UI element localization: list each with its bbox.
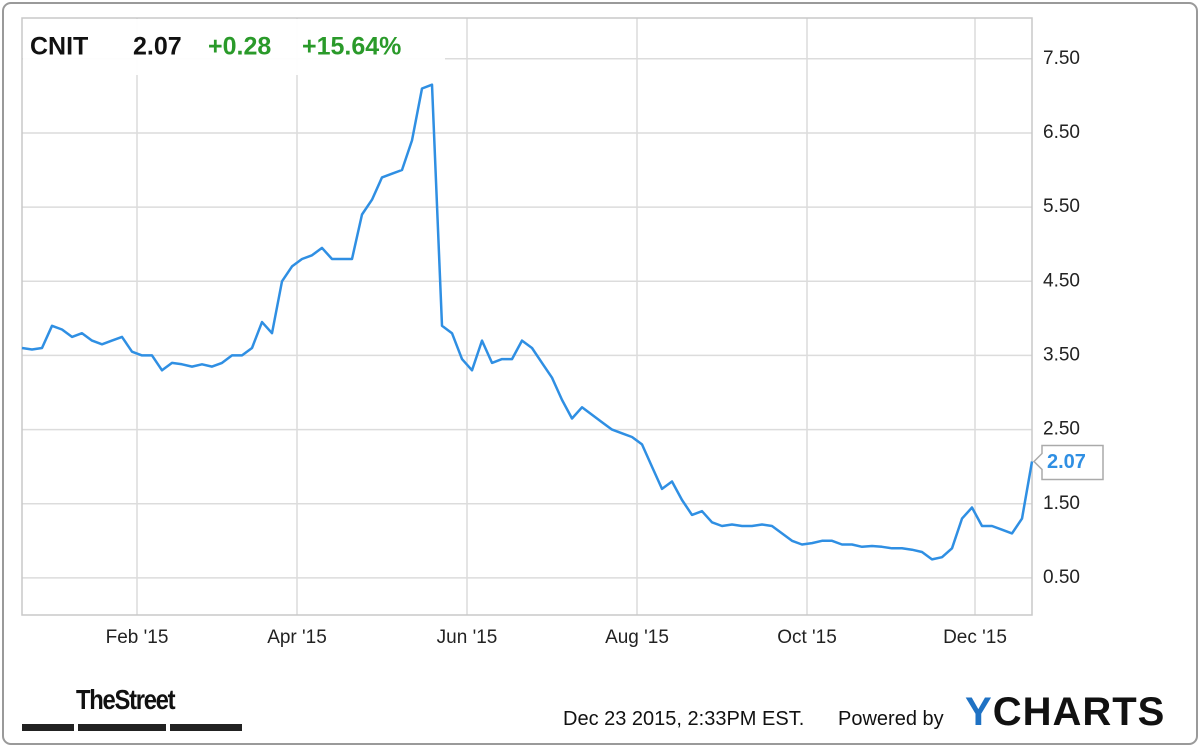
y-tick-label: 4.50 [1043,270,1080,291]
plot-area [21,17,1033,616]
y-tick-label: 0.50 [1043,567,1080,588]
header-bg [23,19,445,75]
price-line [21,83,1034,561]
y-tick-label: 2.50 [1043,419,1080,440]
timestamp: Dec 23 2015, 2:33PM EST. [563,708,805,730]
x-tick-label: Aug '15 [605,627,669,648]
x-tick-label: Oct '15 [777,627,837,648]
ticker: CNIT [30,33,88,61]
x-tick-label: Apr '15 [267,627,327,648]
y-tick-label: 1.50 [1043,493,1080,514]
x-tick-label: Dec '15 [943,627,1007,648]
change-pct: +15.64% [302,33,401,61]
y-tick-label: 6.50 [1043,122,1080,143]
partner-logo: TheStreet [76,684,176,715]
logo-bar [170,724,242,731]
price: 2.07 [133,33,182,61]
x-tick-label: Feb '15 [106,627,169,648]
y-tick-label: 3.50 [1043,344,1080,365]
powered-by: Powered by [838,708,944,730]
logo-bar [78,724,166,731]
x-tick-label: Jun '15 [437,627,498,648]
change: +0.28 [208,33,271,61]
logo-bar [22,724,74,731]
y-tick-label: 5.50 [1043,196,1080,217]
last-value-label: 2.07 [1047,451,1086,473]
y-tick-label: 7.50 [1043,48,1080,69]
last-value-box [1032,444,1104,481]
brand: YCHARTS [965,690,1166,734]
